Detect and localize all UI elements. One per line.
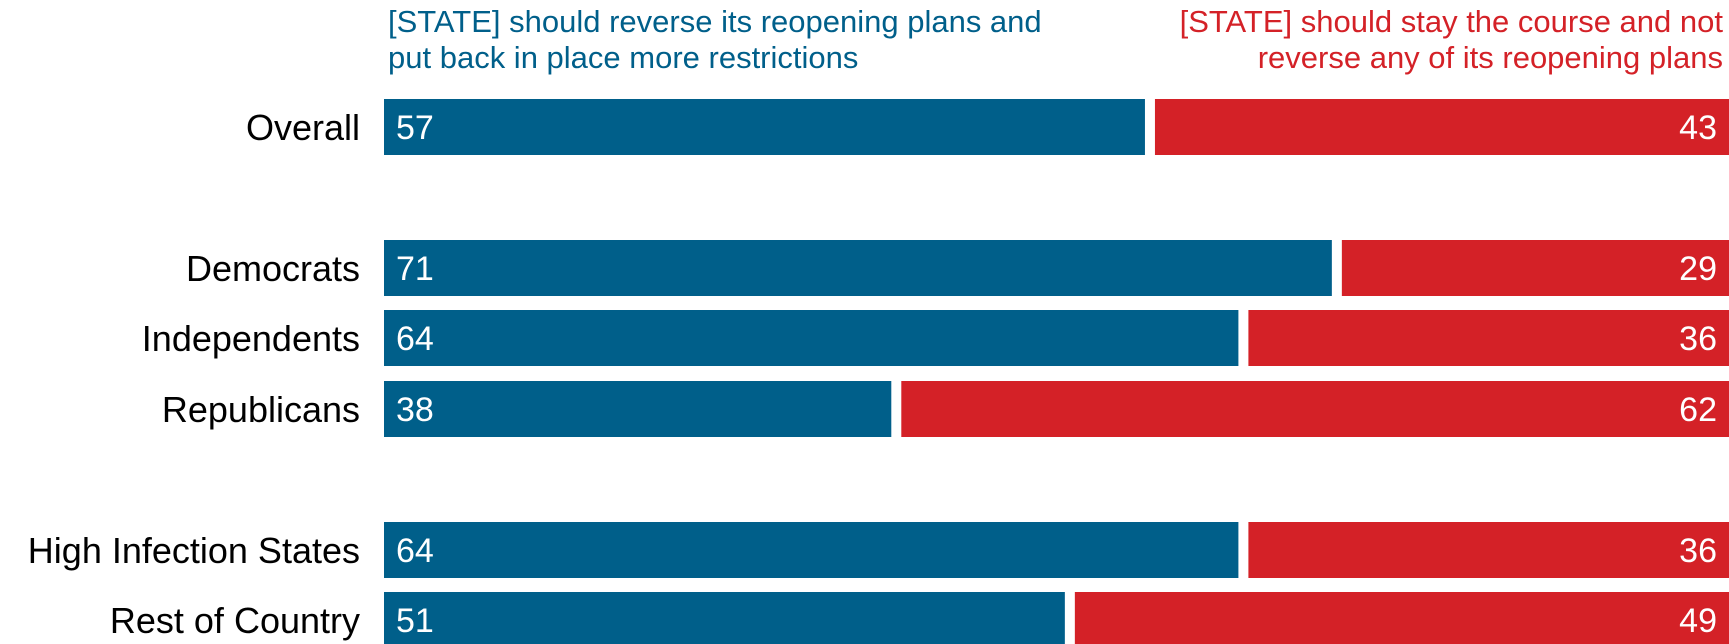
value-label-stay-rest-of-country: 49	[1679, 602, 1717, 640]
legend-right-line-1: [STATE] should stay the course and not	[1179, 4, 1723, 39]
bar-row-rest-of-country: Rest of Country 51 49	[110, 592, 1729, 644]
bar-row-high-infection-states: High Infection States 64 36	[28, 522, 1729, 578]
value-label-stay-high-infection-states: 36	[1679, 532, 1717, 570]
category-label-republicans: Republicans	[162, 389, 360, 430]
value-label-stay-overall: 43	[1679, 109, 1717, 147]
bar-row-democrats: Democrats 71 29	[186, 240, 1729, 296]
category-label-rest-of-country: Rest of Country	[110, 600, 360, 641]
bar-stay-rest-of-country	[1074, 592, 1729, 644]
bar-stay-democrats	[1341, 240, 1729, 296]
category-label-democrats: Democrats	[186, 248, 360, 289]
category-label-high-infection-states: High Infection States	[28, 530, 360, 571]
value-label-reverse-rest-of-country: 51	[396, 602, 434, 640]
category-label-independents: Independents	[142, 318, 360, 359]
bar-reverse-democrats	[384, 240, 1332, 296]
bar-reverse-independents	[384, 310, 1239, 366]
value-label-reverse-overall: 57	[396, 109, 434, 147]
value-label-reverse-republicans: 38	[396, 391, 434, 429]
bar-reverse-republicans	[384, 381, 892, 437]
bar-reverse-rest-of-country	[384, 592, 1065, 644]
bar-stay-overall	[1154, 99, 1729, 155]
bar-stay-independents	[1248, 310, 1729, 366]
value-label-reverse-high-infection-states: 64	[396, 532, 434, 570]
bar-reverse-high-infection-states	[384, 522, 1239, 578]
legend-reverse-restrictions: [STATE] should reverse its reopening pla…	[388, 4, 1068, 76]
value-label-stay-republicans: 62	[1679, 391, 1717, 429]
value-label-stay-democrats: 29	[1679, 250, 1717, 288]
legend-right-line-2: reverse any of its reopening plans	[1257, 40, 1723, 75]
legend-stay-the-course: [STATE] should stay the course and not r…	[1083, 4, 1723, 76]
value-label-reverse-democrats: 71	[396, 250, 434, 288]
value-label-stay-independents: 36	[1679, 320, 1717, 358]
bar-stay-high-infection-states	[1248, 522, 1729, 578]
bar-reverse-overall	[384, 99, 1145, 155]
category-label-overall: Overall	[246, 107, 360, 148]
legend-left-line-2: put back in place more restrictions	[388, 40, 859, 75]
bar-row-independents: Independents 64 36	[142, 310, 1729, 366]
bar-row-republicans: Republicans 38 62	[162, 381, 1729, 437]
value-label-reverse-independents: 64	[396, 320, 434, 358]
legend-left-line-1: [STATE] should reverse its reopening pla…	[388, 4, 1042, 39]
bar-stay-republicans	[901, 381, 1729, 437]
bar-row-overall: Overall 57 43	[246, 99, 1729, 155]
